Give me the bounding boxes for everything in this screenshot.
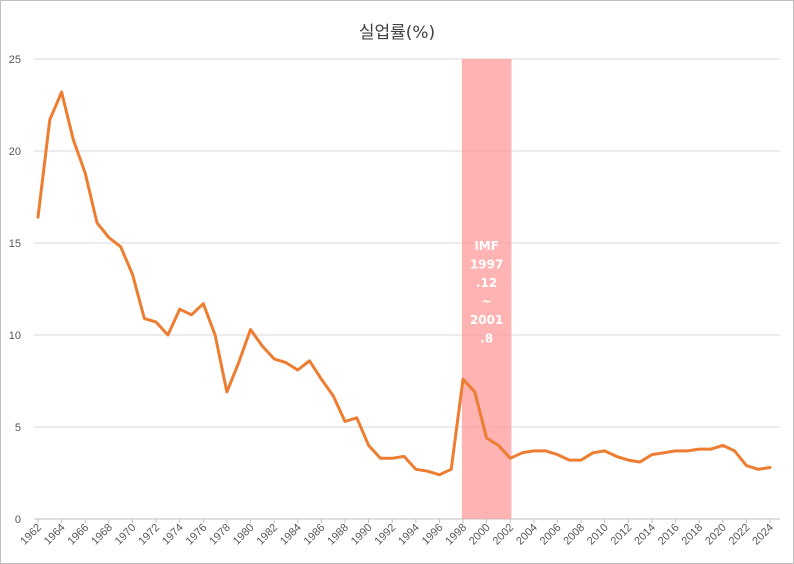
- x-tick-label-1980: 1980: [231, 522, 257, 548]
- x-tick-label-2006: 2006: [538, 522, 564, 548]
- imf-label-line-4: 2001: [470, 313, 503, 327]
- x-tick-label-1968: 1968: [89, 522, 115, 548]
- x-tick-label-1984: 1984: [278, 522, 304, 548]
- imf-crisis-band: [461, 59, 512, 519]
- imf-label-line-5: .8: [480, 332, 493, 346]
- imf-label-line-3: ~: [482, 295, 492, 309]
- chart-title: 실업률(%): [358, 23, 436, 43]
- y-tick-label-15: 15: [9, 238, 21, 250]
- y-tick-label-10: 10: [9, 330, 21, 342]
- gridlines: [34, 58, 780, 520]
- x-tick-label-2024: 2024: [750, 522, 776, 548]
- x-tick-label-1986: 1986: [302, 522, 328, 548]
- imf-band-rect: [461, 59, 512, 519]
- x-tick-label-2004: 2004: [514, 522, 540, 548]
- imf-label-line-0: IMF: [474, 239, 499, 253]
- unemployment-series: [36, 90, 772, 477]
- y-tick-label-0: 0: [15, 514, 21, 526]
- imf-label-line-1: 1997: [470, 258, 503, 272]
- imf-crisis-label: IMF 1997 .12 ~2001 .8: [470, 239, 503, 346]
- x-tick-label-1972: 1972: [136, 522, 162, 548]
- x-tick-label-1976: 1976: [184, 522, 210, 548]
- x-tick-label-2010: 2010: [585, 522, 611, 548]
- x-tick-label-1978: 1978: [207, 522, 233, 548]
- x-tick-label-1970: 1970: [113, 522, 139, 548]
- x-tick-label-1964: 1964: [42, 522, 68, 548]
- y-tick-label-20: 20: [9, 146, 21, 158]
- imf-label-line-2: .12: [476, 276, 497, 290]
- x-axis-ticks: 1962196419661968197019721974197619781980…: [18, 519, 776, 547]
- x-tick-label-1996: 1996: [420, 522, 446, 548]
- x-tick-label-2002: 2002: [491, 522, 517, 548]
- x-tick-label-1974: 1974: [160, 522, 186, 548]
- x-tick-label-1988: 1988: [325, 522, 351, 548]
- x-tick-label-2018: 2018: [679, 522, 705, 548]
- x-tick-label-2020: 2020: [703, 522, 729, 548]
- series-line: [36, 90, 772, 477]
- x-tick-label-1990: 1990: [349, 522, 375, 548]
- x-tick-label-1994: 1994: [396, 522, 422, 548]
- x-tick-label-2000: 2000: [467, 522, 493, 548]
- x-tick-label-2012: 2012: [609, 522, 635, 548]
- x-tick-label-2014: 2014: [632, 522, 658, 548]
- x-tick-label-2016: 2016: [656, 522, 682, 548]
- x-tick-label-2008: 2008: [561, 522, 587, 548]
- x-tick-label-2022: 2022: [727, 522, 753, 548]
- x-tick-label-1966: 1966: [66, 522, 92, 548]
- x-tick-label-1982: 1982: [254, 522, 280, 548]
- x-tick-label-1998: 1998: [443, 522, 469, 548]
- x-tick-label-1962: 1962: [18, 522, 44, 548]
- y-axis-ticks: 0 5 10 15 20 25: [9, 54, 21, 526]
- y-tick-label-5: 5: [15, 422, 21, 434]
- y-tick-label-25: 25: [9, 54, 21, 66]
- x-tick-label-1992: 1992: [373, 522, 399, 548]
